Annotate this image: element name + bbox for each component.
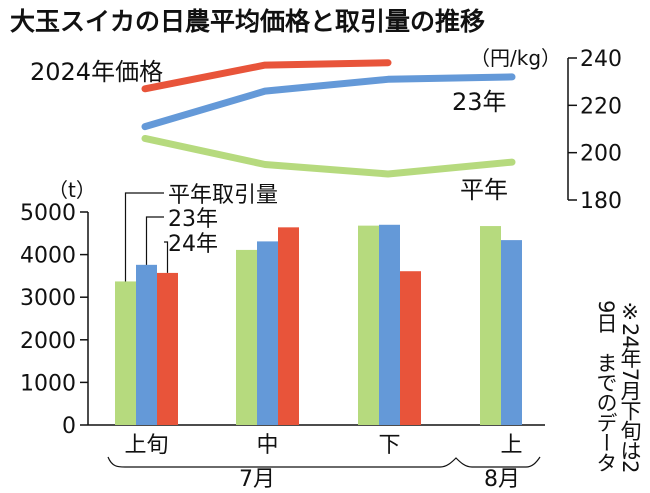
volume-category-label: 上旬 (124, 433, 168, 458)
chart-title: 大玉スイカの日農平均価格と取引量の推移 (10, 7, 485, 36)
price-unit-label: （円/kg） (470, 46, 561, 70)
volume-category-label: 下 (378, 433, 400, 458)
volume-y-tick-label: 4000 (20, 244, 76, 269)
volume-bar (278, 227, 299, 425)
volume-legend-label: 23年 (168, 207, 218, 232)
price-y-tick-label: 200 (580, 142, 622, 167)
price-series-line (141, 73, 516, 131)
volume-legend-leader (124, 192, 164, 282)
volume-bar (480, 226, 501, 425)
volume-bar (501, 240, 522, 425)
price-series-line (141, 59, 392, 93)
month-group-label: 8月 (484, 467, 520, 492)
price-series-label: 平年 (460, 176, 508, 204)
price-series-label: 23年 (452, 88, 507, 116)
month-group-bracket (107, 456, 541, 468)
volume-y-tick-label: 0 (62, 414, 76, 439)
volume-legend-leader (145, 216, 164, 265)
price-y-tick-label: 180 (580, 189, 622, 214)
price-y-tick-label: 240 (580, 47, 622, 72)
volume-bar (358, 225, 379, 425)
volume-unit-label: （t） (48, 178, 96, 202)
price-series-label: 2024年価格 (30, 58, 163, 86)
footnote-text: までのデータ (594, 352, 618, 472)
volume-bar (257, 241, 278, 425)
volume-legend-leader (164, 241, 169, 273)
volume-y-tick-label: 3000 (20, 286, 76, 311)
price-series-line (141, 134, 516, 178)
volume-bar (136, 264, 157, 425)
volume-bar-chart: （t）5000 4000 3000 2000 1000 0 上旬 中 下 上 平年取引量23年24年… (20, 178, 642, 492)
volume-y-tick-label: 5000 (20, 201, 76, 226)
volume-bar (400, 271, 421, 425)
price-y-tick-label: 220 (580, 94, 622, 119)
month-group-label: 7月 (239, 467, 275, 492)
footnote-text: 9日 (594, 300, 618, 334)
volume-category-label: 上 (500, 433, 522, 458)
volume-y-tick-label: 1000 (20, 371, 76, 396)
volume-bar (157, 272, 178, 425)
volume-category-label: 中 (256, 433, 278, 458)
volume-bar (379, 224, 400, 425)
volume-bar (115, 281, 136, 425)
volume-y-tick-label: 2000 (20, 329, 76, 354)
footnote-text: ※24年7月下旬は2 (618, 300, 642, 472)
volume-legend-label: 平年取引量 (168, 183, 278, 208)
volume-legend-label: 24年 (168, 232, 218, 257)
volume-bar (236, 249, 257, 425)
